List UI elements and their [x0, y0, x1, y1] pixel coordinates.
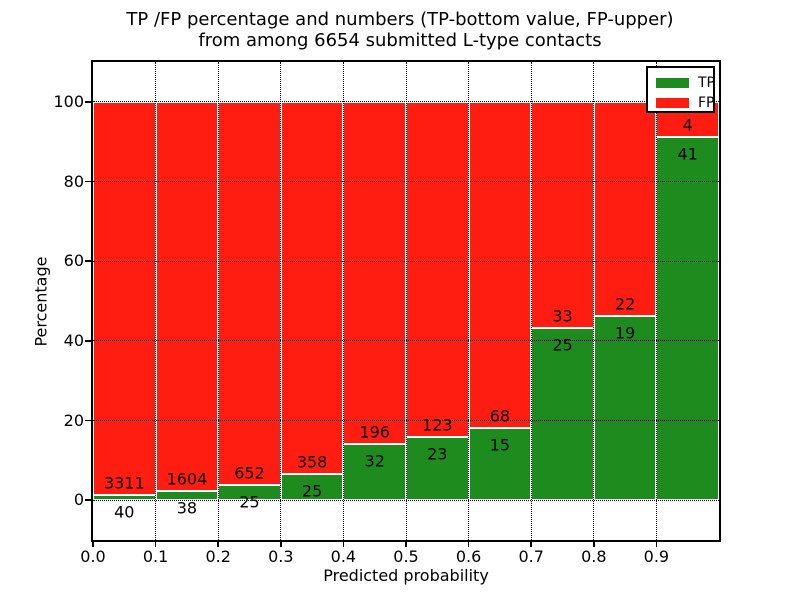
- x-tick-label: 0.9: [643, 547, 670, 566]
- bar-fp-segment: [280, 101, 344, 475]
- x-tick: [593, 542, 595, 547]
- y-tick: [85, 340, 91, 342]
- tp-count-label: 25: [239, 492, 260, 512]
- horizontal-gridline: [93, 499, 719, 501]
- vertical-gridline: [280, 62, 282, 540]
- chart-title: TP /FP percentage and numbers (TP-bottom…: [0, 9, 800, 51]
- legend-entry: FP: [656, 93, 715, 113]
- legend-label: TP: [698, 75, 715, 91]
- fp-count-label: 358: [296, 452, 328, 472]
- fp-count-label: 3311: [103, 473, 145, 493]
- bar-tp-segment: [531, 328, 594, 501]
- y-axis-label: Percentage: [31, 256, 51, 347]
- x-tick-label: 0.7: [518, 547, 544, 566]
- tp-count-label: 40: [114, 502, 135, 522]
- x-tick-label: 0.8: [581, 547, 607, 566]
- fp-count-label: 4: [682, 115, 693, 135]
- x-tick-label: 0.4: [330, 547, 357, 566]
- y-tick: [85, 419, 91, 422]
- vertical-gridline: [530, 62, 532, 540]
- y-tick-label: 60: [63, 251, 84, 271]
- legend-label: FP: [698, 95, 715, 111]
- x-tick-label: 0.3: [268, 547, 294, 566]
- x-tick-label: 0.1: [142, 547, 169, 566]
- bar-value-labels-layer: 3311 40 1604 38 652 25 358 25 196 32 123 23 68 15 33 25…: [93, 62, 719, 540]
- x-tick: [154, 542, 157, 547]
- x-tick: [655, 542, 658, 547]
- x-tick: [92, 542, 94, 547]
- fp-count-label: 196: [359, 422, 390, 442]
- legend-swatch-fp-icon: [656, 98, 689, 108]
- fp-count-label: 22: [614, 294, 636, 314]
- tp-count-label: 32: [364, 451, 385, 471]
- bar-fp-segment: [218, 101, 281, 486]
- fp-count-label: 68: [489, 406, 511, 426]
- horizontal-gridline: [93, 340, 719, 342]
- x-tick-label: 0.2: [205, 547, 231, 566]
- horizontal-gridline: [93, 260, 719, 262]
- grid-layer: [93, 62, 719, 540]
- fp-count-label: 33: [552, 306, 573, 326]
- tp-count-label: 25: [301, 481, 323, 501]
- x-tick-label: 0.6: [455, 547, 482, 566]
- chart-title-line2: from among 6654 submitted L-type contact…: [198, 30, 602, 51]
- x-tick: [280, 542, 282, 547]
- fp-count-label: 652: [234, 463, 265, 483]
- plot-area: 3311 40 1604 38 652 25 358 25 196 32 123 23 68 15 33 25…: [91, 60, 721, 542]
- x-tick-label: 0.5: [393, 547, 419, 566]
- bar-fp-segment: [531, 101, 594, 329]
- tp-count-label: 25: [552, 335, 573, 355]
- legend: TP FP: [646, 66, 715, 113]
- y-tick-label: 0: [73, 490, 84, 510]
- tp-count-label: 23: [427, 444, 448, 464]
- chart-title-line1: TP /FP percentage and numbers (TP-bottom…: [126, 9, 674, 30]
- horizontal-gridline: [93, 420, 719, 421]
- vertical-gridline: [155, 62, 157, 540]
- vertical-gridline: [217, 62, 219, 540]
- tp-count-label: 38: [176, 498, 198, 518]
- vertical-gridline: [342, 62, 344, 540]
- x-tick: [342, 542, 345, 547]
- y-tick: [85, 180, 91, 183]
- bar-tp-segment: [343, 444, 406, 501]
- tp-count-label: 19: [614, 323, 636, 343]
- bars-layer: [93, 62, 719, 540]
- horizontal-gridline: [93, 181, 719, 182]
- vertical-gridline: [468, 62, 470, 540]
- bar-tp-segment: [656, 137, 719, 501]
- x-tick: [217, 542, 219, 547]
- fp-count-label: 123: [422, 415, 453, 435]
- vertical-gridline: [405, 62, 407, 540]
- horizontal-gridline: [93, 101, 719, 103]
- x-tick: [405, 542, 407, 547]
- x-tick: [530, 542, 532, 547]
- fp-count-label: 1604: [166, 469, 208, 489]
- bar-tp-segment: [593, 315, 657, 501]
- vertical-gridline: [593, 62, 595, 540]
- x-tick-label: 0.0: [80, 547, 106, 566]
- vertical-gridline: [655, 62, 657, 540]
- tp-count-label: 15: [489, 435, 511, 455]
- y-tick-label: 80: [63, 171, 84, 191]
- y-tick-label: 100: [53, 91, 84, 111]
- y-tick: [85, 499, 91, 501]
- legend-entry: TP: [656, 73, 715, 93]
- tp-count-label: 41: [677, 144, 698, 164]
- y-tick: [85, 101, 91, 103]
- x-axis-label: Predicted probability: [323, 566, 489, 585]
- y-tick: [85, 260, 91, 262]
- legend-swatch-tp-icon: [656, 78, 689, 88]
- y-tick-label: 20: [63, 410, 84, 430]
- y-tick-label: 40: [63, 330, 84, 350]
- bar-tp-segment: [468, 428, 532, 501]
- x-tick: [467, 542, 470, 547]
